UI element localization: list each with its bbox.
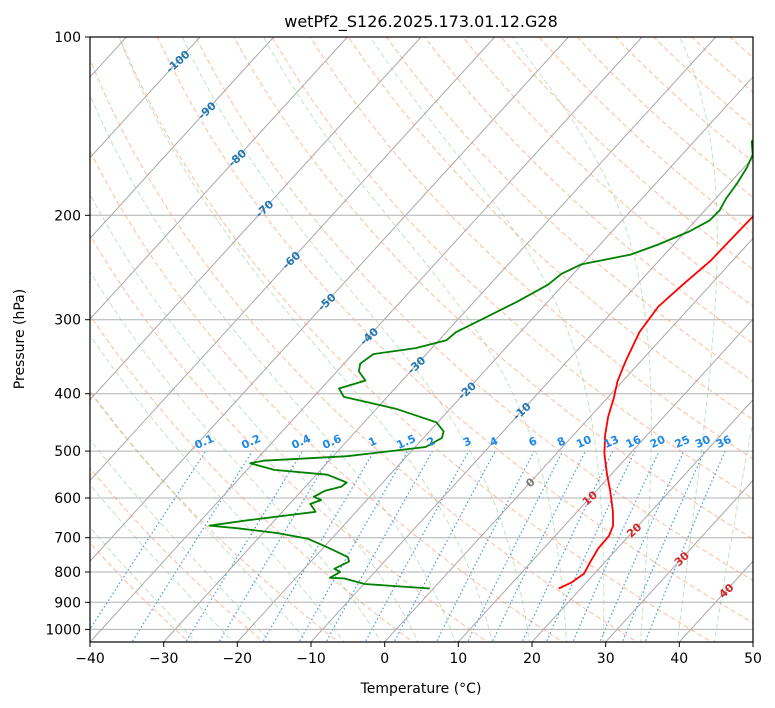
y-tick-label: 100 bbox=[54, 30, 81, 46]
mixing-ratio-line bbox=[393, 450, 496, 642]
mixing-ratio-label: 36 bbox=[714, 433, 734, 451]
isotherm-line bbox=[90, 37, 643, 642]
dry-adiabat bbox=[309, 37, 753, 460]
mixing-ratio-label: 16 bbox=[624, 433, 644, 451]
dewpoint-profile-line bbox=[208, 139, 753, 590]
mixing-ratio-label: 13 bbox=[602, 433, 621, 451]
y-axis-title: Pressure (hPa) bbox=[12, 289, 28, 389]
x-tick-label: −40 bbox=[75, 651, 105, 667]
chart-title: wetPf2_S126.2025.173.01.12.G28 bbox=[284, 12, 558, 32]
y-tick-label: 400 bbox=[54, 387, 81, 403]
isotherm-line bbox=[236, 76, 753, 642]
mixing-ratio-line bbox=[90, 450, 207, 631]
isotherm-line bbox=[162, 37, 717, 642]
x-tick-label: −30 bbox=[149, 651, 179, 667]
mixing-ratio-label: 25 bbox=[673, 433, 692, 451]
isotherm-line bbox=[90, 37, 570, 562]
x-tick-label: 20 bbox=[523, 651, 541, 667]
mixing-ratio-label: 10 bbox=[574, 433, 594, 451]
dry-adiabat bbox=[233, 37, 753, 540]
dry-adiabat bbox=[195, 37, 753, 582]
moist-adiabat bbox=[90, 193, 419, 642]
mixing-ratio-label: 20 bbox=[648, 433, 668, 451]
isotherm-line bbox=[90, 37, 201, 159]
x-axis-title: Temperature (°C) bbox=[360, 681, 482, 697]
mixing-ratio-label: 30 bbox=[693, 433, 713, 451]
isotherm-line bbox=[310, 156, 753, 642]
x-tick-label: −20 bbox=[223, 651, 253, 667]
y-tick-label: 600 bbox=[54, 491, 81, 507]
isotherm-line bbox=[90, 37, 349, 320]
isotherm-line bbox=[90, 37, 275, 240]
temperature-profile-line bbox=[558, 215, 753, 590]
moist-adiabat bbox=[90, 93, 456, 642]
mixing-ratio-line bbox=[644, 450, 726, 642]
isotherm-line bbox=[531, 399, 753, 642]
x-tick-label: −10 bbox=[296, 651, 326, 667]
mixing-ratio-line bbox=[364, 450, 470, 642]
x-tick-label: 0 bbox=[380, 651, 389, 667]
y-tick-label: 500 bbox=[54, 444, 81, 460]
mixing-ratio-line bbox=[621, 450, 705, 642]
y-tick-label: 800 bbox=[54, 565, 81, 581]
dry-adiabat bbox=[90, 313, 414, 642]
moist-adiabat bbox=[90, 389, 308, 642]
x-tick-label: 30 bbox=[597, 651, 615, 667]
x-tick-label: 10 bbox=[449, 651, 467, 667]
mixing-ratio-line bbox=[185, 450, 304, 642]
y-tick-label: 900 bbox=[54, 595, 81, 611]
dry-adiabat bbox=[90, 58, 638, 642]
mixing-ratio-line bbox=[262, 450, 375, 642]
dry-adiabat bbox=[424, 37, 753, 344]
dry-adiabat bbox=[347, 37, 753, 421]
isotherm-line bbox=[90, 37, 496, 482]
y-tick-label: 1000 bbox=[45, 622, 81, 638]
isotherm-line bbox=[457, 318, 753, 642]
mixing-ratio-line bbox=[435, 450, 535, 642]
y-tick-label: 700 bbox=[54, 531, 81, 547]
isotherm-line bbox=[383, 237, 753, 642]
x-tick-label: 50 bbox=[744, 651, 762, 667]
isotherm-line bbox=[604, 479, 753, 642]
mixing-ratio-line bbox=[521, 450, 614, 642]
plot-frame bbox=[89, 36, 754, 643]
y-tick-label: 300 bbox=[54, 313, 81, 329]
mixing-ratio-line bbox=[545, 450, 636, 642]
x-tick-label: 40 bbox=[670, 651, 688, 667]
y-tick-label: 200 bbox=[54, 208, 81, 224]
isotherm-line bbox=[90, 37, 422, 401]
